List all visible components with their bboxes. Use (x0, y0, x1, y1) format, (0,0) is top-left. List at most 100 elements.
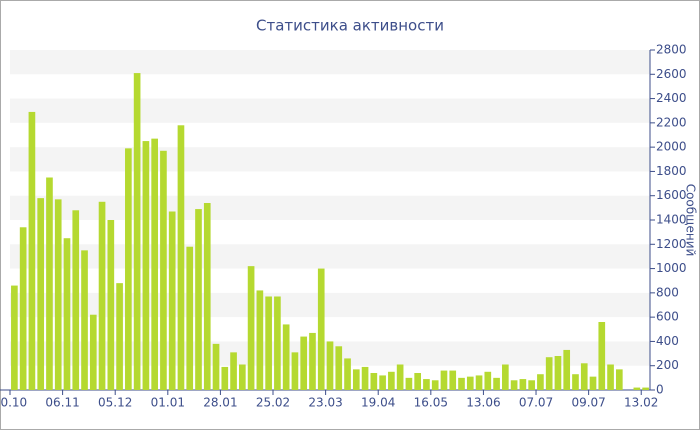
bar (580, 363, 588, 390)
bar (212, 343, 220, 390)
bar (230, 352, 237, 390)
bar (414, 373, 422, 390)
bar (519, 379, 527, 390)
y-tick-label: 1800 (656, 164, 687, 178)
y-tick-label: 0 (656, 383, 664, 397)
bar (502, 364, 509, 390)
bar (440, 370, 448, 390)
bar (265, 296, 272, 390)
y-tick-label: 1000 (656, 261, 687, 275)
bar (282, 324, 290, 390)
bar (361, 366, 369, 390)
y-axis-title: Сообщений (684, 184, 698, 257)
bar (475, 375, 483, 390)
y-tick-label: 2400 (656, 91, 687, 105)
bar (598, 322, 606, 390)
y-tick-label: 1600 (656, 188, 687, 202)
grid-band (10, 147, 650, 172)
bar (466, 376, 474, 390)
bar (545, 357, 553, 390)
y-tick-label: 1200 (656, 237, 687, 251)
x-tick-label: 13.02 (624, 396, 658, 410)
bar (203, 203, 211, 390)
bar (11, 285, 18, 390)
x-tick-label: 13.06 (466, 396, 500, 410)
bar (572, 374, 579, 390)
bar (493, 377, 500, 390)
bar (28, 111, 36, 390)
x-tick-label: 25.02 (256, 396, 290, 410)
y-tick-label: 600 (656, 310, 679, 324)
x-tick-label: 05.12 (98, 396, 132, 410)
chart-title: Статистика активности (256, 17, 444, 35)
y-tick-label: 800 (656, 285, 679, 299)
bar (607, 364, 614, 390)
bar (133, 73, 141, 391)
bar (589, 376, 597, 390)
grid-band (10, 244, 650, 269)
bar (72, 210, 80, 390)
bar (19, 227, 27, 390)
y-tick-label: 2800 (656, 43, 687, 57)
bar (352, 369, 360, 390)
bar (449, 370, 457, 390)
y-tick-label: 2000 (656, 140, 687, 154)
bar (379, 375, 386, 390)
bar (98, 201, 106, 390)
x-tick-label: 28.01 (203, 396, 237, 410)
x-tick-label: 10.10 (0, 396, 27, 410)
bar (63, 238, 71, 390)
bar (484, 371, 492, 390)
bar (107, 220, 115, 390)
bar (458, 377, 465, 390)
x-tick-label: 16.05 (414, 396, 448, 410)
bar (563, 349, 571, 390)
bar (46, 177, 53, 390)
bar (633, 387, 641, 390)
bar (37, 198, 45, 390)
bar (537, 374, 544, 390)
x-tick-label: 23.03 (308, 396, 342, 410)
bar (405, 377, 413, 390)
bar (642, 387, 649, 390)
bar (431, 380, 439, 390)
grid-band (10, 195, 650, 220)
x-tick-label: 07.07 (519, 396, 553, 410)
bar (142, 141, 150, 390)
bar (238, 364, 246, 390)
bar (81, 250, 88, 390)
x-tick-label: 01.01 (151, 396, 185, 410)
bar (168, 211, 176, 390)
bar (54, 199, 62, 390)
bar (554, 356, 562, 390)
grid-band (10, 292, 650, 318)
bar (396, 364, 404, 390)
grid-band (10, 98, 650, 123)
bar (160, 150, 167, 390)
bar (309, 332, 316, 390)
bar (186, 246, 194, 390)
bar (370, 373, 378, 390)
bar (247, 266, 255, 390)
grid-band (10, 50, 650, 75)
y-tick-label: 2200 (656, 115, 687, 129)
x-tick-label: 09.07 (571, 396, 605, 410)
bar (510, 380, 518, 390)
bar (195, 209, 202, 390)
bar (116, 283, 123, 390)
bar (344, 358, 351, 390)
bar (388, 371, 395, 390)
x-tick-label: 19.04 (361, 396, 395, 410)
bar (423, 379, 430, 390)
bar (300, 336, 308, 390)
bar (326, 341, 334, 390)
bar (177, 125, 185, 391)
bar (274, 296, 281, 390)
bar (125, 148, 132, 390)
bar (151, 138, 158, 390)
bar (256, 290, 264, 390)
bar (317, 268, 325, 390)
bar (89, 314, 97, 390)
y-tick-label: 200 (656, 358, 679, 372)
bar (221, 366, 229, 390)
